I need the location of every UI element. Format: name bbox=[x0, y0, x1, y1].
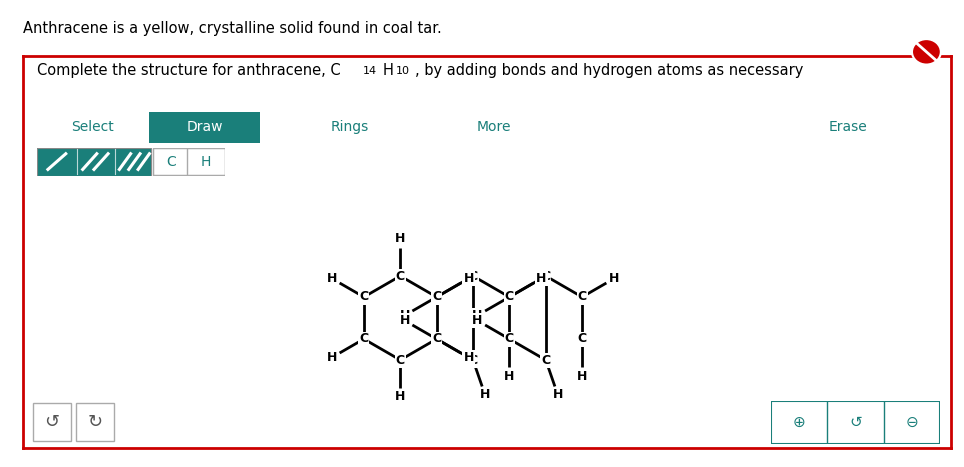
Bar bbox=[76, 403, 114, 441]
Text: H: H bbox=[399, 309, 410, 322]
Text: C: C bbox=[469, 354, 477, 367]
Bar bbox=[37, 148, 151, 176]
Text: H: H bbox=[399, 314, 410, 327]
Text: Anthracene is a yellow, crystalline solid found in coal tar.: Anthracene is a yellow, crystalline soli… bbox=[23, 21, 442, 36]
Text: H: H bbox=[552, 389, 563, 402]
Text: C: C bbox=[577, 333, 587, 346]
Text: C: C bbox=[541, 269, 550, 283]
Text: H: H bbox=[464, 351, 474, 364]
Bar bbox=[153, 148, 225, 175]
Text: H: H bbox=[576, 369, 587, 382]
Text: C: C bbox=[360, 333, 368, 346]
Text: H: H bbox=[464, 272, 474, 285]
Text: C: C bbox=[577, 290, 587, 304]
Text: H: H bbox=[504, 369, 515, 382]
Text: H: H bbox=[480, 389, 491, 402]
Text: H: H bbox=[395, 233, 406, 246]
Text: C: C bbox=[505, 290, 514, 304]
Text: C: C bbox=[505, 333, 514, 346]
Text: ⊖: ⊖ bbox=[905, 415, 918, 430]
Text: H: H bbox=[327, 272, 337, 285]
Text: ⊕: ⊕ bbox=[793, 415, 806, 430]
Text: C: C bbox=[541, 354, 550, 367]
Text: 14: 14 bbox=[362, 66, 377, 76]
Text: Select: Select bbox=[70, 120, 114, 134]
Text: H: H bbox=[201, 155, 211, 169]
Text: H: H bbox=[395, 390, 406, 403]
Text: Erase: Erase bbox=[829, 120, 868, 134]
Text: 10: 10 bbox=[396, 66, 411, 76]
Text: Complete the structure for anthracene, C: Complete the structure for anthracene, C bbox=[37, 63, 340, 78]
Bar bbox=[37, 148, 151, 176]
Text: H: H bbox=[327, 351, 337, 364]
Bar bbox=[153, 148, 225, 175]
Text: C: C bbox=[505, 333, 514, 346]
Text: C: C bbox=[432, 290, 442, 304]
Text: H: H bbox=[609, 272, 619, 285]
Text: , by adding bonds and hydrogen atoms as necessary: , by adding bonds and hydrogen atoms as … bbox=[415, 63, 803, 78]
Text: H: H bbox=[472, 314, 483, 327]
Text: Draw: Draw bbox=[187, 120, 223, 134]
Text: C: C bbox=[432, 333, 442, 346]
Text: More: More bbox=[477, 120, 511, 134]
Text: ↻: ↻ bbox=[88, 413, 102, 431]
Text: H: H bbox=[383, 63, 393, 78]
Text: H: H bbox=[472, 309, 483, 322]
Text: C: C bbox=[166, 155, 175, 169]
Text: C: C bbox=[432, 333, 442, 346]
Text: ↺: ↺ bbox=[44, 413, 59, 431]
Text: Rings: Rings bbox=[331, 120, 368, 134]
Text: C: C bbox=[395, 269, 405, 283]
Bar bbox=[33, 403, 70, 441]
Text: C: C bbox=[360, 290, 368, 304]
Text: ↺: ↺ bbox=[849, 415, 862, 430]
Text: H: H bbox=[536, 272, 547, 285]
Text: C: C bbox=[432, 290, 442, 304]
Text: C: C bbox=[395, 354, 405, 367]
Circle shape bbox=[912, 39, 941, 64]
Text: C: C bbox=[505, 290, 514, 304]
Text: C: C bbox=[469, 269, 477, 283]
